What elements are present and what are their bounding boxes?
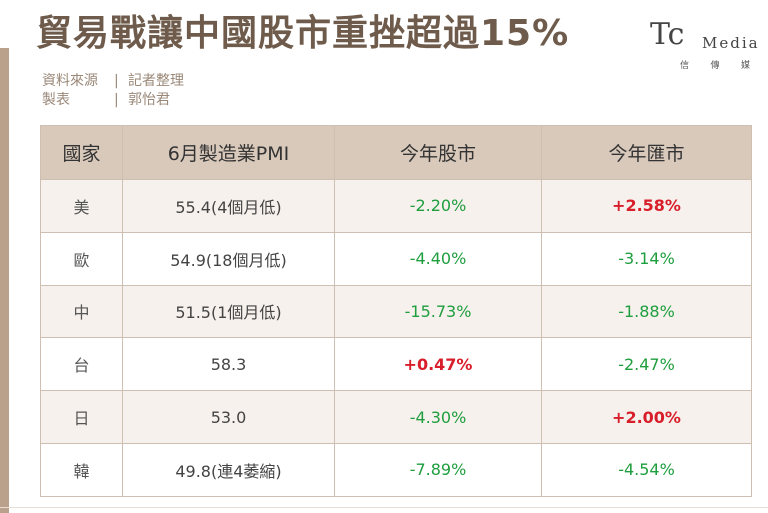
cell-stock: -7.89%	[334, 442, 542, 497]
cell-pmi: 58.3	[122, 337, 335, 392]
table-header-row: 國家 6月製造業PMI 今年股市 今年匯市	[40, 125, 752, 180]
cell-pmi: 53.0	[122, 390, 335, 444]
logo-sub-char: 信	[680, 61, 690, 71]
page-title: 貿易戰讓中國股市重挫超過15%	[36, 13, 570, 54]
table-row: 韓 49.8(連4萎縮) -7.89% -4.54%	[40, 442, 752, 497]
logo-subtitle: 信 傳 媒	[680, 58, 750, 71]
cell-stock: +0.47%	[334, 337, 542, 392]
cell-stock: -15.73%	[334, 284, 542, 339]
table-row: 台 58.3 +0.47% -2.47%	[40, 337, 752, 392]
maker-label: 製表	[42, 92, 70, 108]
bottom-divider	[0, 507, 768, 508]
data-source-label: 資料來源	[42, 73, 98, 89]
logo-mark: Tc	[650, 17, 685, 52]
left-accent-bar	[0, 48, 9, 513]
logo-sub-char: 媒	[740, 61, 750, 71]
cell-country: 中	[40, 284, 123, 339]
cell-fx: -4.54%	[541, 442, 752, 497]
cell-pmi: 54.9(18個月低)	[122, 231, 335, 286]
col-header-fx: 今年匯市	[541, 125, 752, 180]
cell-stock: -4.40%	[334, 231, 542, 286]
pmi-market-table: 國家 6月製造業PMI 今年股市 今年匯市 美 55.4(4個月低) -2.20% +…	[40, 125, 752, 497]
cell-fx: -3.14%	[541, 231, 752, 286]
cell-pmi: 55.4(4個月低)	[122, 179, 335, 233]
cell-country: 歐	[40, 231, 123, 286]
table-row: 歐 54.9(18個月低) -4.40% -3.14%	[40, 231, 752, 286]
cell-pmi: 51.5(1個月低)	[122, 284, 335, 339]
table-row: 中 51.5(1個月低) -15.73% -1.88%	[40, 284, 752, 339]
cell-country: 韓	[40, 442, 123, 497]
table-row: 日 53.0 -4.30% +2.00%	[40, 390, 752, 444]
source-credits: 資料來源 | 記者整理 製表 | 郭怡君	[42, 72, 184, 110]
divider: |	[114, 92, 119, 108]
col-header-stock: 今年股市	[334, 125, 542, 180]
cell-fx: +2.58%	[541, 179, 752, 233]
cell-fx: -1.88%	[541, 284, 752, 339]
table-body: 美 55.4(4個月低) -2.20% +2.58% 歐 54.9(18個月低) -4.40…	[40, 179, 752, 497]
cell-fx: +2.00%	[541, 390, 752, 444]
cell-pmi: 49.8(連4萎縮)	[122, 442, 335, 497]
table-row: 美 55.4(4個月低) -2.20% +2.58%	[40, 179, 752, 233]
cell-country: 美	[40, 179, 123, 233]
cell-stock: -2.20%	[334, 179, 542, 233]
media-logo: Tc Media 信 傳 媒	[650, 17, 758, 72]
divider: |	[114, 73, 119, 89]
cell-country: 台	[40, 337, 123, 392]
logo-sub-char: 傳	[710, 61, 720, 71]
logo-brand: Media	[702, 34, 760, 52]
data-source-row: 資料來源 | 記者整理	[42, 72, 184, 91]
cell-country: 日	[40, 390, 123, 444]
cell-stock: -4.30%	[334, 390, 542, 444]
col-header-pmi: 6月製造業PMI	[122, 125, 335, 180]
maker-value: 郭怡君	[128, 92, 170, 108]
col-header-country: 國家	[40, 125, 123, 180]
maker-row: 製表 | 郭怡君	[42, 91, 184, 110]
cell-fx: -2.47%	[541, 337, 752, 392]
data-source-value: 記者整理	[128, 73, 184, 89]
